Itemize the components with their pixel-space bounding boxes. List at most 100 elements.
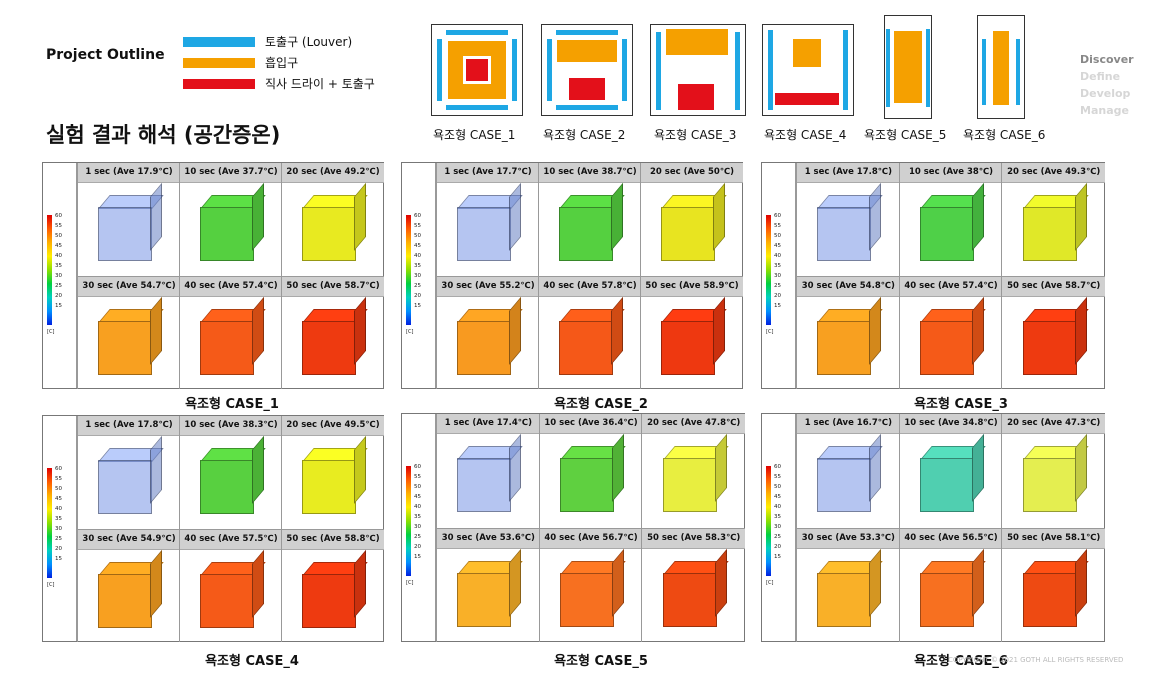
scale-tick-label: 25	[55, 536, 62, 542]
scale-tick-label: 25	[414, 283, 421, 289]
panel-caption: 욕조형 CASE_3	[914, 397, 1008, 412]
scale-tick-label: 50	[55, 233, 62, 239]
snapshot-cell: 20 sec (Ave 47.8℃)	[641, 414, 745, 528]
scale-tick-label: 15	[55, 556, 62, 562]
case-3-label: 욕조형 CASE_3	[654, 128, 737, 142]
snapshot-cell: 30 sec (Ave 53.6℃)	[436, 527, 540, 642]
legend-item-intake: 흡입구	[183, 54, 298, 71]
legend-label: 토출구 (Louver)	[265, 35, 353, 49]
thermal-cube-image	[797, 433, 900, 524]
scale-unit-label: [C]	[47, 329, 55, 335]
legend-swatch-louver	[183, 36, 255, 47]
thermal-cube-image	[78, 182, 180, 273]
thermal-cube-image	[78, 296, 180, 387]
snapshot-time-label: 10 sec (Ave 38.7℃)	[539, 163, 641, 183]
scale-tick-label: 35	[55, 516, 62, 522]
project-outline-label: Project Outline	[46, 47, 165, 63]
snapshot-cell: 20 sec (Ave 50℃)	[640, 163, 743, 276]
snapshot-cell: 50 sec (Ave 58.1℃)	[1001, 527, 1105, 642]
snapshot-cell: 40 sec (Ave 57.4℃)	[179, 275, 282, 389]
thermal-cube-image	[642, 548, 745, 639]
color-scale-ticks: 60 55 50 45 40 35 30 25 20 15	[55, 211, 62, 311]
thermal-cube-image	[1002, 433, 1105, 524]
snapshot-cell: 1 sec (Ave 17.8℃)	[77, 416, 180, 529]
case-1-layout-icon	[431, 24, 523, 120]
scale-tick-label: 40	[55, 506, 62, 512]
color-scale-ticks: 60 55 50 45 40 35 30 25 20 15	[774, 211, 781, 311]
thermal-cube-image	[797, 548, 900, 639]
nav-manage[interactable]: Manage	[1080, 104, 1129, 117]
color-scale: 60 55 50 45 40 35 30 25 20 15 [C]	[402, 414, 436, 641]
thermal-cube-image	[180, 182, 282, 273]
snapshot-time-label: 40 sec (Ave 57.8℃)	[539, 276, 641, 297]
thermal-cube-image	[539, 296, 641, 387]
color-scale: 60 55 50 45 40 35 30 25 20 15 [C]	[762, 414, 796, 641]
snapshot-time-label: 30 sec (Ave 53.3℃)	[797, 528, 900, 549]
case-3-layout-icon	[650, 24, 746, 120]
case-2-label: 욕조형 CASE_2	[543, 128, 626, 142]
snapshot-cell: 50 sec (Ave 58.8℃)	[281, 528, 384, 642]
thermal-cube-image	[642, 433, 745, 524]
scale-tick-label: 25	[55, 283, 62, 289]
results-panel: 60 55 50 45 40 35 30 25 20 15 [C] 1 sec (Ave 17.4℃)…	[401, 413, 745, 642]
snapshot-cell: 40 sec (Ave 56.7℃)	[538, 527, 643, 642]
scale-tick-label: 60	[774, 213, 781, 219]
thermal-cube-image	[282, 549, 384, 640]
case-5-label: 욕조형 CASE_5	[864, 128, 947, 142]
scale-tick-label: 25	[774, 534, 781, 540]
snapshot-cell: 50 sec (Ave 58.3℃)	[641, 527, 745, 642]
snapshot-cell: 30 sec (Ave 54.9℃)	[77, 528, 180, 642]
thermal-cube-image	[78, 549, 180, 640]
case-4-layout-icon	[762, 24, 854, 120]
snapshot-cell: 10 sec (Ave 38.7℃)	[538, 163, 641, 276]
thermal-cube-image	[1002, 296, 1105, 387]
snapshot-cell: 40 sec (Ave 57.4℃)	[898, 275, 1003, 389]
snapshot-time-label: 1 sec (Ave 17.8℃)	[797, 163, 900, 183]
scale-tick-label: 40	[55, 253, 62, 259]
case-2-layout-icon	[541, 24, 633, 120]
snapshot-time-label: 1 sec (Ave 17.9℃)	[78, 163, 180, 183]
scale-tick-label: 45	[774, 494, 781, 500]
thermal-cube-image	[78, 435, 180, 526]
snapshot-cell: 10 sec (Ave 38℃)	[898, 163, 1003, 276]
thermal-cube-image	[180, 296, 282, 387]
snapshot-time-label: 1 sec (Ave 17.7℃)	[437, 163, 539, 183]
thermal-cube-image	[900, 548, 1003, 639]
snapshot-cell: 50 sec (Ave 58.7℃)	[1001, 275, 1105, 389]
panel-caption: 욕조형 CASE_2	[554, 397, 648, 412]
nav-discover[interactable]: Discover	[1080, 53, 1134, 66]
snapshot-time-label: 10 sec (Ave 37.7℃)	[180, 163, 282, 183]
thermal-cube-image	[540, 433, 643, 524]
thermal-cube-image	[282, 182, 384, 273]
color-scale-ticks: 60 55 50 45 40 35 30 25 20 15	[774, 462, 781, 562]
thermal-cube-image	[437, 433, 540, 524]
panel-caption: 욕조형 CASE_4	[205, 654, 299, 669]
scale-tick-label: 30	[55, 526, 62, 532]
scale-tick-label: 20	[55, 546, 62, 552]
scale-tick-label: 45	[414, 243, 421, 249]
color-scale-ticks: 60 55 50 45 40 35 30 25 20 15	[414, 211, 421, 311]
snapshot-cell: 1 sec (Ave 17.9℃)	[77, 163, 180, 276]
scale-tick-label: 20	[55, 293, 62, 299]
thermal-cube-image	[900, 182, 1003, 273]
snapshot-cell: 30 sec (Ave 55.2℃)	[436, 275, 539, 389]
nav-define[interactable]: Define	[1080, 70, 1121, 83]
snapshot-time-label: 10 sec (Ave 38.3℃)	[180, 416, 282, 436]
legend-item-dryer: 직사 드라이 + 토출구	[183, 75, 375, 92]
scale-tick-label: 55	[55, 223, 62, 229]
scale-tick-label: 40	[774, 253, 781, 259]
color-scale-bar	[406, 466, 411, 576]
case-1-label: 욕조형 CASE_1	[433, 128, 516, 142]
snapshot-time-label: 40 sec (Ave 57.5℃)	[180, 529, 282, 550]
scale-tick-label: 15	[55, 303, 62, 309]
snapshot-time-label: 1 sec (Ave 16.7℃)	[797, 414, 900, 434]
snapshot-cell: 40 sec (Ave 56.5℃)	[898, 527, 1003, 642]
scale-tick-label: 45	[774, 243, 781, 249]
snapshot-cell: 40 sec (Ave 57.5℃)	[179, 528, 282, 642]
nav-develop[interactable]: Develop	[1080, 87, 1131, 100]
snapshot-cell: 20 sec (Ave 49.2℃)	[281, 163, 384, 276]
snapshot-cell: 10 sec (Ave 34.8℃)	[898, 414, 1003, 528]
scale-tick-label: 15	[414, 554, 421, 560]
scale-tick-label: 35	[774, 263, 781, 269]
scale-unit-label: [C]	[766, 329, 774, 335]
